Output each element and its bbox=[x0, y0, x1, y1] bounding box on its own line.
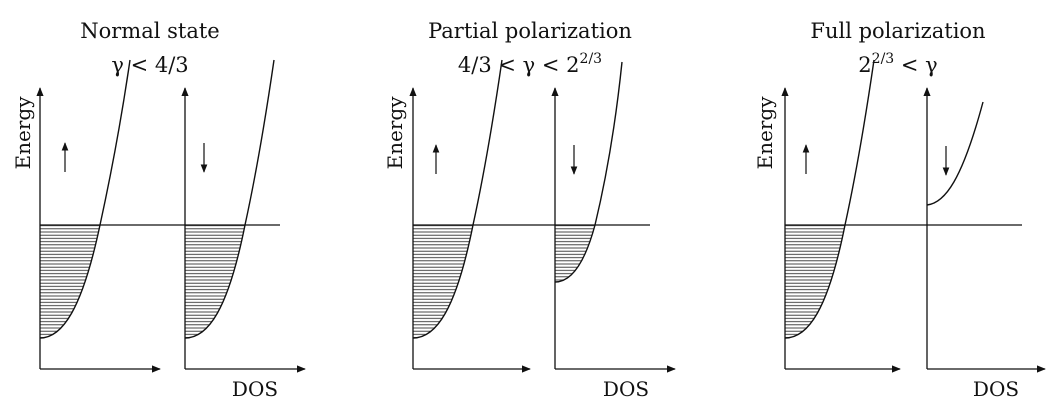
energy-axis-label: Energy bbox=[753, 96, 777, 170]
spin-down-band bbox=[926, 101, 984, 206]
spin-up-band bbox=[39, 59, 131, 339]
filled-states bbox=[785, 225, 845, 338]
energy-axis-label: Energy bbox=[383, 96, 407, 170]
panel-condition: γ < 4/3 bbox=[111, 53, 188, 77]
panel-full-polarization: Full polarization 22/3 < γ Energy DO bbox=[753, 19, 1046, 401]
spin-up-band bbox=[784, 59, 875, 339]
spin-up-band bbox=[412, 59, 503, 339]
condition-main: 4/3 < γ < 2 bbox=[458, 53, 580, 77]
dos-axis-label: DOS bbox=[973, 377, 1019, 401]
condition-tail: < γ bbox=[894, 53, 938, 77]
filled-states bbox=[413, 225, 473, 338]
panel-condition: 4/3 < γ < 22/3 bbox=[458, 51, 602, 77]
condition-superscript: 2/3 bbox=[580, 51, 603, 67]
energy-axis-label: Energy bbox=[11, 96, 35, 170]
filled-states bbox=[40, 225, 100, 338]
condition-main: 2 bbox=[858, 53, 871, 77]
condition-main: γ < 4/3 bbox=[111, 53, 188, 77]
condition-superscript: 2/3 bbox=[872, 51, 895, 67]
panel-partial-polarization: Partial polarization 4/3 < γ < 22/3 Ener… bbox=[383, 19, 676, 401]
filled-states bbox=[555, 225, 595, 282]
band-curve bbox=[554, 61, 623, 283]
band-curve bbox=[926, 101, 984, 206]
panel-normal-state: Normal state γ < 4/3 Energy bbox=[11, 19, 306, 401]
dos-axis-label: DOS bbox=[232, 377, 278, 401]
panel-title: Full polarization bbox=[810, 19, 985, 43]
spin-down-band bbox=[554, 61, 623, 283]
spin-down-band bbox=[184, 59, 275, 339]
filled-states bbox=[185, 225, 245, 338]
panel-condition: 22/3 < γ bbox=[858, 51, 937, 77]
panel-title: Normal state bbox=[80, 19, 219, 43]
panel-title: Partial polarization bbox=[428, 19, 632, 43]
dos-axis-label: DOS bbox=[603, 377, 649, 401]
